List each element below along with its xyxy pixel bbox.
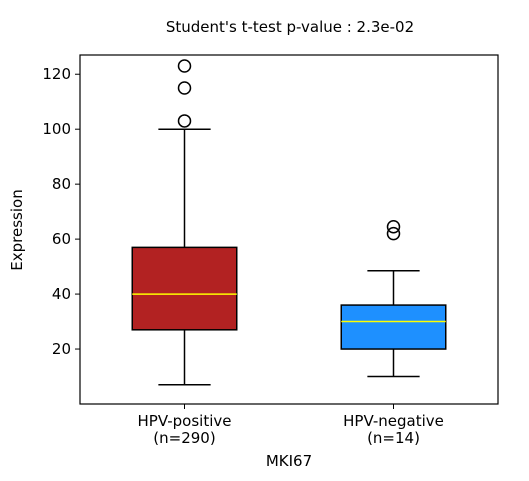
x-axis-label: MKI67 <box>266 452 312 470</box>
x-category-sublabel: (n=14) <box>367 429 420 447</box>
y-tick-label: 20 <box>52 340 71 358</box>
y-axis: 20 40 60 80 100 120 <box>42 65 80 358</box>
x-category-label: HPV-positive <box>138 412 232 430</box>
outlier-point <box>386 220 401 234</box>
x-category-sublabel: (n=290) <box>153 429 215 447</box>
outlier-point <box>177 81 192 95</box>
box-hpv-positive <box>131 59 238 386</box>
x-axis: HPV-positive(n=290) HPV-negative(n=14) <box>138 404 444 447</box>
y-axis-label: Expression <box>8 189 26 270</box>
y-tick-label: 40 <box>52 285 71 303</box>
chart-title: Student's t-test p-value : 2.3e-02 <box>166 18 414 36</box>
plot-frame <box>79 54 499 405</box>
iqr-box <box>340 304 447 350</box>
outlier-point <box>177 59 192 73</box>
y-tick-label: 120 <box>42 65 71 83</box>
y-tick-label: 60 <box>52 230 71 248</box>
outlier-point <box>177 114 192 128</box>
x-category-label: HPV-negative <box>343 412 444 430</box>
iqr-box <box>131 246 238 331</box>
box-hpv-negative <box>340 220 447 378</box>
boxes-layer <box>131 59 447 386</box>
outlier-point <box>386 226 401 241</box>
y-tick-label: 80 <box>52 175 71 193</box>
y-tick-label: 100 <box>42 120 71 138</box>
